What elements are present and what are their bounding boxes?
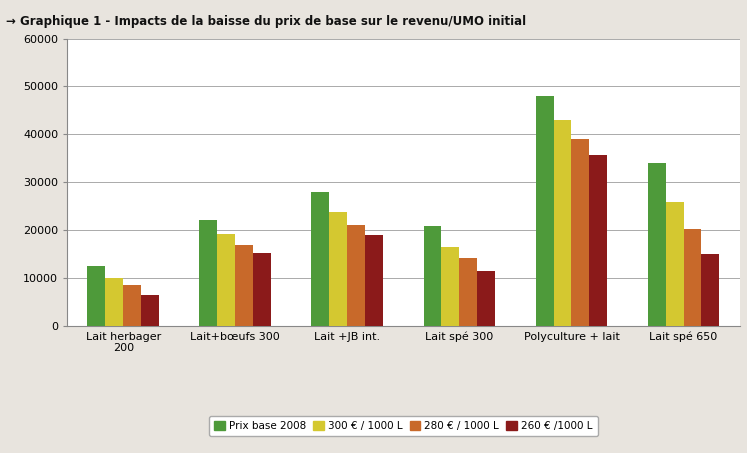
Bar <box>589 154 607 326</box>
Text: → Graphique 1 - Impacts de la baisse du prix de base sur le revenu/UMO initial: → Graphique 1 - Impacts de la baisse du … <box>6 14 526 28</box>
Bar <box>365 235 383 326</box>
Bar <box>123 285 141 326</box>
Bar <box>684 229 701 326</box>
Bar <box>459 258 477 326</box>
Bar <box>701 254 719 326</box>
Bar <box>87 266 105 326</box>
Bar <box>141 295 159 326</box>
Bar <box>329 212 347 326</box>
Bar <box>199 220 217 326</box>
Bar <box>235 245 253 326</box>
Legend: Prix base 2008, 300 € / 1000 L, 280 € / 1000 L, 260 € /1000 L: Prix base 2008, 300 € / 1000 L, 280 € / … <box>209 415 598 436</box>
Bar <box>311 192 329 326</box>
Bar <box>666 202 684 326</box>
Bar <box>571 139 589 326</box>
Bar <box>347 226 365 326</box>
Bar <box>424 226 441 326</box>
Bar <box>105 278 123 326</box>
Bar <box>477 271 495 326</box>
Bar <box>441 247 459 326</box>
Bar <box>648 163 666 326</box>
Bar <box>536 96 554 326</box>
Bar <box>217 234 235 326</box>
Bar <box>554 120 571 326</box>
Bar <box>253 253 271 326</box>
